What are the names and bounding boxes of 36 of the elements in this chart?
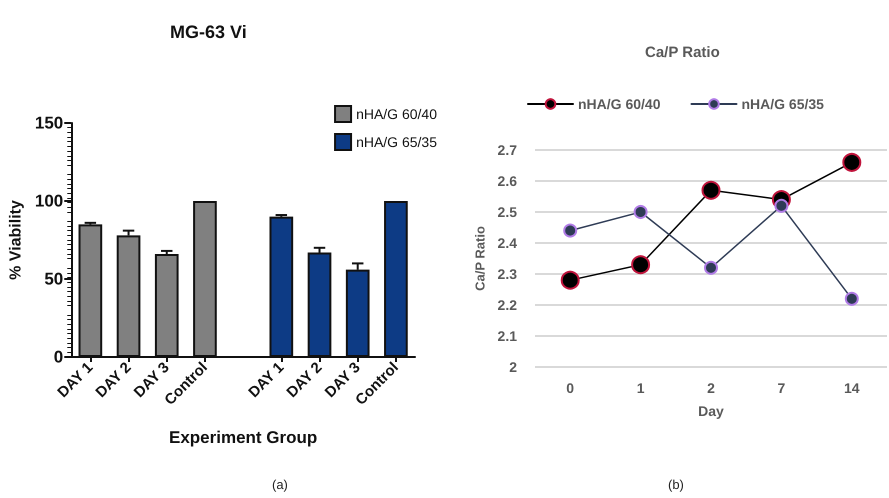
point [842,152,862,172]
legend-label: nHA/G 65/35 [356,134,438,150]
x-axis-title: Day [698,403,724,419]
text: (a) [272,477,288,492]
y-axis-title: % Viability [8,200,24,280]
chart-title: Ca/P Ratio [645,44,720,61]
x-tick-label: 1 [636,380,645,396]
y-tick-label: 2.3 [498,266,518,282]
point [774,198,788,213]
x-tick-label: 2 [707,380,716,396]
x-tick-label: 0 [566,380,574,396]
y-tick-label: 2.1 [498,328,518,344]
chart-title: MG-63 Vi [170,22,247,42]
legend-label: nHA/G 65/35 [741,96,824,112]
y-tick-label: 2.5 [498,204,518,220]
y-axis-title: Ca/P Ratio [472,226,488,291]
point [560,270,580,290]
legend-label: nHA/G 60/40 [578,96,661,112]
point [702,180,720,200]
point [634,205,648,219]
x-tick-label: 7 [778,380,786,396]
y-tick-label: 2.2 [498,297,518,313]
y-tick-label: 2.6 [498,173,518,189]
x-tick-label: 14 [844,380,860,396]
point [704,260,718,275]
point [563,224,578,238]
x-axis-title: Experiment Group [168,428,318,447]
y-tick-label: 2.4 [498,235,518,251]
legend-label: nHA/G 60/40 [356,106,438,122]
y-tick-label: 150 [34,114,64,132]
y-tick-label: 100 [34,192,64,210]
y-tick-label: 50 [44,270,64,288]
text: (b) [668,477,684,492]
point [631,255,650,274]
y-tick-label: 2.7 [498,142,518,158]
point [844,292,859,306]
